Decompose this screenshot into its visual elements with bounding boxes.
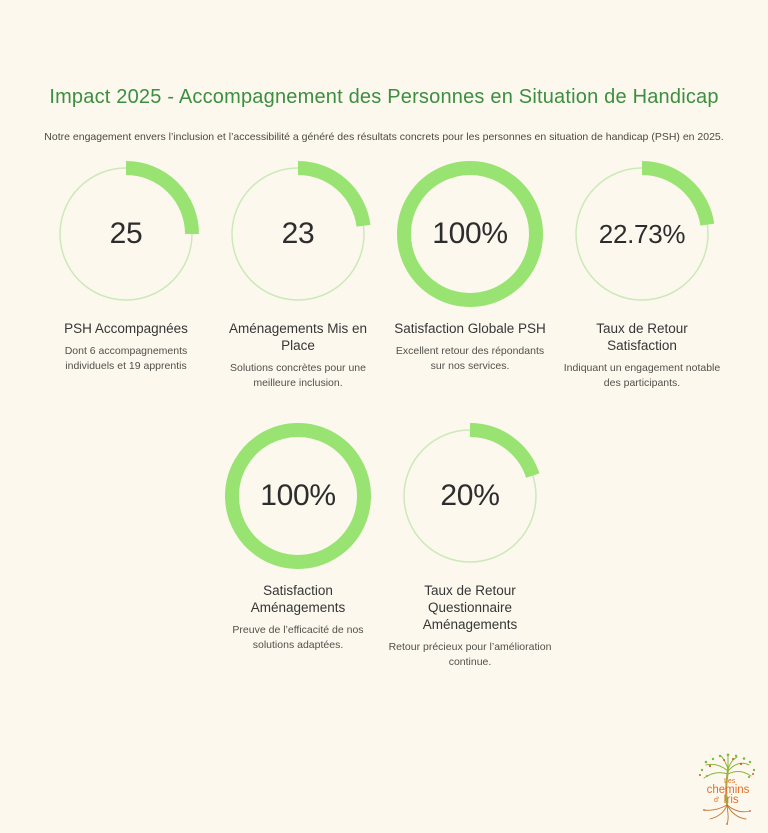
page-subtitle: Notre engagement envers l’inclusion et l… [44,131,724,143]
logo-text: Les chemins d’ Iris [707,778,750,806]
donut-value: 100% [260,479,336,513]
kpi-description: Indiquant un engagement notable des part… [563,361,721,389]
donut-ring-icon [403,423,540,563]
kpi-description: Preuve de l’efficacité de nos solutions … [232,623,364,652]
donut-value: 22.73% [598,218,686,249]
donut-ring-icon [59,161,199,301]
kpi-card-taux-retour-questionnaire: 20% Taux de Retour Questionnaire Aménage… [384,421,556,670]
svg-text:d’: d’ [714,797,720,804]
donut-chart-psh-accompagnees: 25 [51,159,201,309]
donut-ring-icon [231,161,371,301]
kpi-title: Satisfaction Aménagements [250,583,346,616]
donut-chart-taux-retour-satisfaction: 22.73% [567,159,717,309]
kpi-description: Solutions concrètes pour une meilleure i… [229,361,366,389]
kpi-description: Excellent retour des répondants sur nos … [395,344,545,373]
donut-value: 100% [432,217,508,250]
kpi-title: Satisfaction Globale PSH [394,321,546,336]
kpi-row-2: 100% Satisfaction Aménagements Preuve de… [0,421,768,670]
kpi-description: Retour précieux pour l’amélioration cont… [388,640,552,669]
donut-value: 25 [109,217,143,250]
kpi-card-satisfaction-psh: 100% Satisfaction Globale PSH Excellent … [384,159,556,391]
logo-tree-icon: Les chemins d’ Iris [699,753,756,825]
donut-chart-amenagements: 23 [223,159,373,309]
donut-chart-satisfaction-amenagements: 100% [223,421,373,571]
donut-value: 23 [281,217,315,250]
logo-les-chemins-d-iris: Les chemins d’ Iris [697,753,759,827]
kpi-card-psh-accompagnees: 25 PSH Accompagnées Dont 6 accompagnemen… [40,159,212,391]
donut-ring-icon [397,161,543,307]
donut-ring-icon [225,423,371,570]
kpi-row-1: 25 PSH Accompagnées Dont 6 accompagnemen… [0,159,768,391]
kpi-card-satisfaction-amenagements: 100% Satisfaction Aménagements Preuve de… [212,421,384,670]
kpi-title: Taux de Retour Satisfaction [596,321,688,353]
kpi-title: PSH Accompagnées [64,321,188,336]
kpi-card-amenagements: 23 Aménagements Mis en Place Solutions c… [212,159,384,391]
kpi-description: Dont 6 accompagnements individuels et 19… [64,344,188,373]
donut-chart-satisfaction-psh: 100% [395,159,545,309]
donut-value: 20% [440,479,500,513]
svg-text:Iris: Iris [723,794,739,806]
donut-chart-taux-retour-questionnaire: 20% [395,421,545,571]
kpi-title: Taux de Retour Questionnaire Aménagement… [422,583,518,632]
kpi-title: Aménagements Mis en Place [228,321,368,353]
page-title: Impact 2025 - Accompagnement des Personn… [49,86,719,108]
kpi-card-taux-retour-satisfaction: 22.73% Taux de Retour Satisfaction Indiq… [556,159,728,391]
donut-ring-icon [575,161,715,301]
